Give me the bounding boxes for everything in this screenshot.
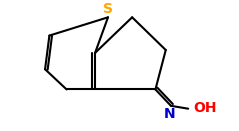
Text: S: S [103, 2, 113, 16]
Text: N: N [164, 107, 176, 121]
Text: OH: OH [193, 101, 217, 115]
